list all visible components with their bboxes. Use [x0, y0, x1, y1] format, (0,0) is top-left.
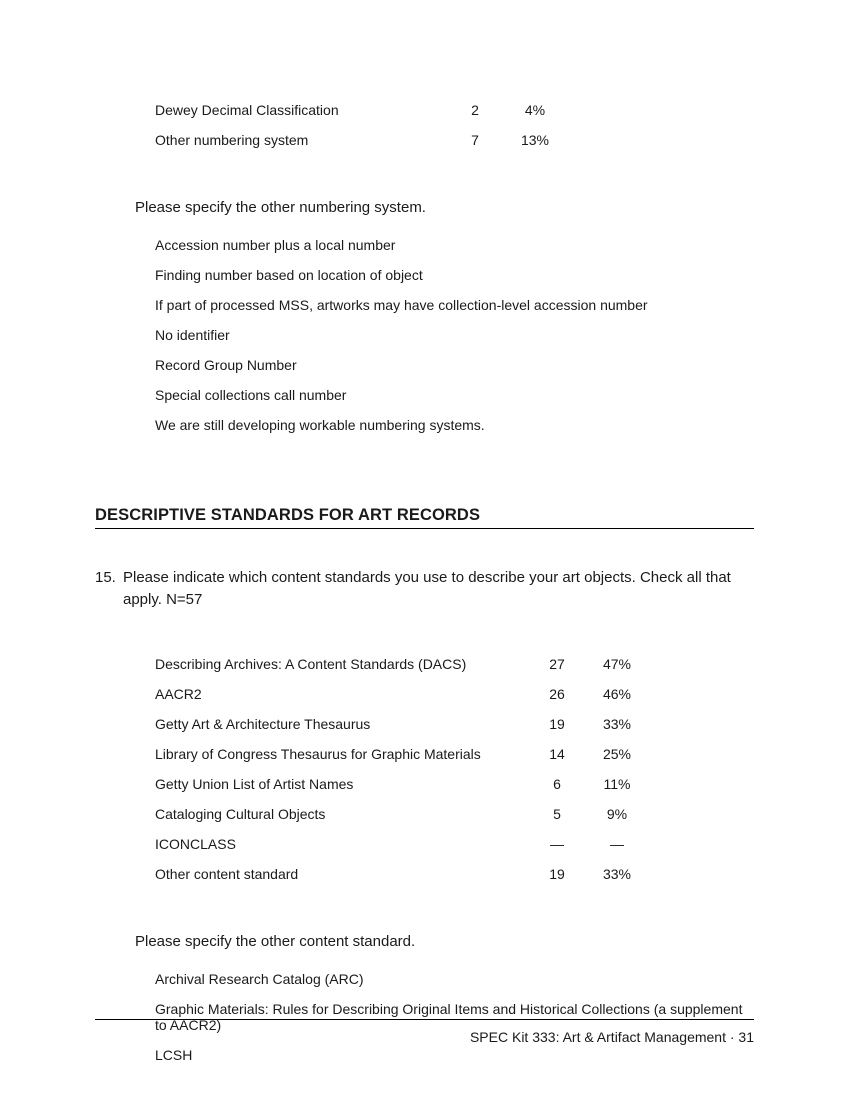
question-15: 15. Please indicate which content standa…: [95, 567, 754, 611]
list-item: Finding number based on location of obje…: [155, 260, 754, 290]
table-row: Library of Congress Thesaurus for Graphi…: [155, 739, 647, 769]
row-count: 14: [527, 739, 587, 769]
table-row: ICONCLASS — —: [155, 829, 647, 859]
row-count: 27: [527, 649, 587, 679]
row-count: 19: [527, 859, 587, 889]
footer-rule: [95, 1019, 754, 1020]
question-text: Please indicate which content standards …: [123, 567, 754, 611]
row-count: 26: [527, 679, 587, 709]
list-item: Record Group Number: [155, 350, 754, 380]
row-label: Cataloging Cultural Objects: [155, 799, 527, 829]
row-pct: —: [587, 829, 647, 859]
list-item: Archival Research Catalog (ARC): [155, 964, 754, 994]
table-row: Getty Union List of Artist Names 6 11%: [155, 769, 647, 799]
row-count: 19: [527, 709, 587, 739]
table-row: Cataloging Cultural Objects 5 9%: [155, 799, 647, 829]
row-count: 5: [527, 799, 587, 829]
row-pct: 33%: [587, 709, 647, 739]
numbering-responses: Accession number plus a local number Fin…: [155, 230, 754, 440]
row-label: AACR2: [155, 679, 527, 709]
table-row: Describing Archives: A Content Standards…: [155, 649, 647, 679]
table-row: AACR2 26 46%: [155, 679, 647, 709]
row-label: Getty Art & Architecture Thesaurus: [155, 709, 527, 739]
row-pct: 9%: [587, 799, 647, 829]
row-pct: 13%: [505, 125, 565, 155]
list-item: Accession number plus a local number: [155, 230, 754, 260]
table-row: Getty Art & Architecture Thesaurus 19 33…: [155, 709, 647, 739]
row-label: Other content standard: [155, 859, 527, 889]
row-label: Library of Congress Thesaurus for Graphi…: [155, 739, 527, 769]
row-pct: 25%: [587, 739, 647, 769]
list-item: We are still developing workable numberi…: [155, 410, 754, 440]
row-label: Getty Union List of Artist Names: [155, 769, 527, 799]
subheading-specify-standard: Please specify the other content standar…: [135, 933, 754, 950]
footer-text: SPEC Kit 333: Art & Artifact Management …: [470, 1029, 754, 1045]
row-label: Other numbering system: [155, 125, 445, 155]
row-label: Describing Archives: A Content Standards…: [155, 649, 527, 679]
row-pct: 4%: [505, 95, 565, 125]
content-standards-table: Describing Archives: A Content Standards…: [155, 649, 647, 889]
row-count: 6: [527, 769, 587, 799]
subheading-specify-numbering: Please specify the other numbering syste…: [135, 199, 754, 216]
list-item: No identifier: [155, 320, 754, 350]
list-item: If part of processed MSS, artworks may h…: [155, 290, 754, 320]
page: Dewey Decimal Classification 2 4% Other …: [0, 0, 849, 1100]
row-count: 2: [445, 95, 505, 125]
list-item: Special collections call number: [155, 380, 754, 410]
row-label: ICONCLASS: [155, 829, 527, 859]
section-heading: DESCRIPTIVE STANDARDS FOR ART RECORDS: [95, 506, 754, 529]
row-pct: 11%: [587, 769, 647, 799]
table-row: Other content standard 19 33%: [155, 859, 647, 889]
row-pct: 33%: [587, 859, 647, 889]
question-number: 15.: [95, 567, 123, 611]
numbering-system-table: Dewey Decimal Classification 2 4% Other …: [155, 95, 565, 155]
row-label: Dewey Decimal Classification: [155, 95, 445, 125]
row-pct: 46%: [587, 679, 647, 709]
standard-responses: Archival Research Catalog (ARC) Graphic …: [155, 964, 754, 1070]
table-row: Dewey Decimal Classification 2 4%: [155, 95, 565, 125]
row-pct: 47%: [587, 649, 647, 679]
row-count: 7: [445, 125, 505, 155]
row-count: —: [527, 829, 587, 859]
table-row: Other numbering system 7 13%: [155, 125, 565, 155]
